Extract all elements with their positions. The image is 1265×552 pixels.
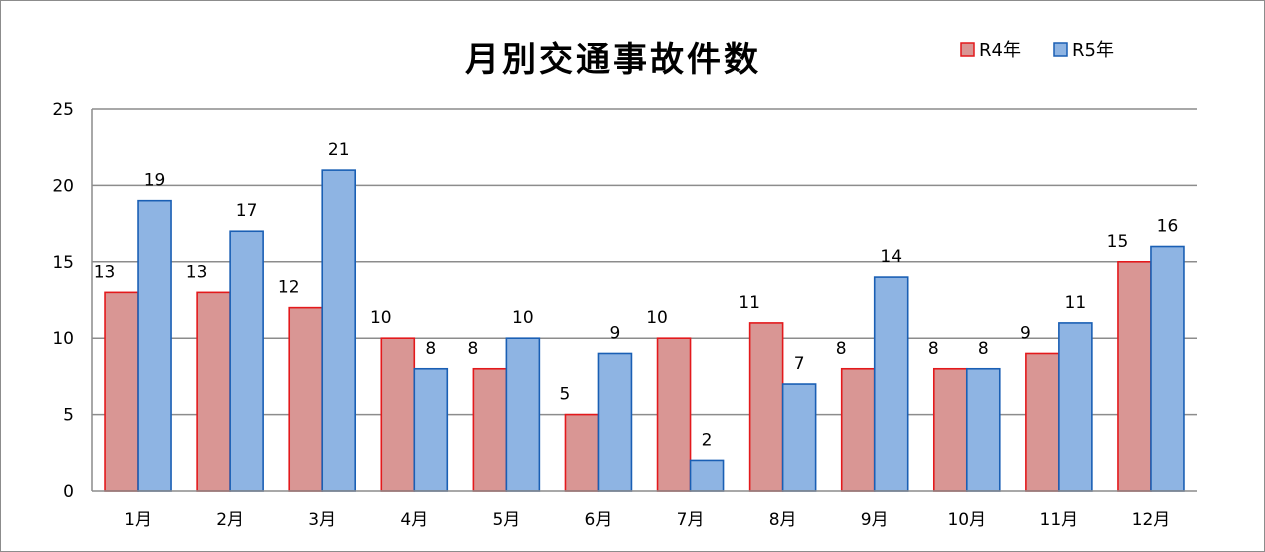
data-label-r5-7: 2 [702,430,713,450]
bar-r5-10 [965,367,1001,492]
bar-r5-8 [781,383,817,492]
bar-r4-3 [288,306,324,492]
bar-r4-9 [840,367,876,492]
data-label-r5-11: 11 [1065,293,1087,313]
data-labels: 13 19 13 17 12 21 10 8 8 10 5 9 10 2 11 7 8 14 8 8 9 11 15 16 [94,140,1179,450]
bar-r4-10 [932,367,968,492]
bar-r4-6 [564,413,600,492]
x-tick-label: 9月 [861,510,889,530]
y-tick-label: 25 [52,100,74,120]
bar-r5-5 [505,337,541,492]
data-label-r4-3: 12 [278,278,300,298]
y-tick-label: 0 [63,482,74,502]
x-tick-label: 7月 [677,510,705,530]
data-label-r4-1: 13 [94,262,116,282]
data-label-r4-7: 10 [646,308,668,328]
bar-r5-3 [321,169,357,492]
y-axis-ticks: 0 5 10 15 20 25 [52,100,74,502]
data-label-r4-9: 8 [836,339,847,359]
data-label-r5-6: 9 [610,323,621,343]
data-label-r4-2: 13 [186,262,208,282]
data-label-r4-11: 9 [1020,323,1031,343]
bar-r5-7 [689,459,725,492]
y-tick-label: 5 [63,406,74,426]
y-tick-label: 10 [52,329,74,349]
bar-r5-4 [413,367,449,492]
x-tick-label: 3月 [308,510,336,530]
bar-r4-12 [1117,260,1152,492]
bars [104,169,1185,492]
data-label-r5-1: 19 [144,171,166,191]
y-tick-label: 15 [52,253,74,273]
data-label-r5-12: 16 [1157,217,1179,237]
x-tick-label: 10月 [947,510,986,530]
bar-r4-11 [1025,352,1060,492]
data-label-r5-9: 14 [880,247,902,267]
x-tick-label: 11月 [1040,510,1079,530]
x-tick-label: 6月 [585,510,613,530]
bar-r4-8 [748,322,784,492]
legend-label-r4: R4年 [979,40,1021,61]
bar-r5-2 [229,230,264,492]
chart-title: 月別交通事故件数 [465,40,761,80]
bar-r5-12 [1150,245,1185,492]
x-tick-label: 5月 [492,510,520,530]
bar-r4-5 [472,367,508,492]
x-axis-ticks: 1月 2月 3月 4月 5月 6月 7月 8月 9月 10月 11月 12月 [124,510,1170,530]
data-label-r4-6: 5 [560,385,571,405]
bar-r4-1 [104,291,139,492]
legend: R4年 R5年 [960,40,1114,61]
data-label-r5-10: 8 [978,339,989,359]
legend-swatch-r5 [1053,42,1068,57]
data-label-r4-4: 10 [370,308,392,328]
bar-r5-9 [873,276,909,492]
bar-r5-1 [137,199,172,492]
data-label-r5-3: 21 [328,140,350,160]
x-tick-label: 12月 [1132,510,1171,530]
axes [91,109,1197,492]
data-label-r4-10: 8 [928,339,939,359]
data-label-r4-12: 15 [1107,232,1129,252]
data-label-r5-4: 8 [425,339,436,359]
y-tick-label: 20 [52,176,74,196]
legend-swatch-r4 [960,42,975,57]
x-tick-label: 1月 [124,510,152,530]
x-tick-label: 2月 [216,510,244,530]
data-label-r5-2: 17 [236,201,258,221]
data-label-r5-5: 10 [512,308,534,328]
bar-r4-7 [656,337,692,492]
bar-r4-4 [380,337,416,492]
x-tick-label: 8月 [769,510,797,530]
gridlines [92,108,1197,416]
legend-label-r5: R5年 [1072,40,1114,61]
data-label-r4-8: 11 [738,293,760,313]
bar-r4-2 [196,291,231,492]
bar-r5-6 [597,352,633,492]
bar-r5-11 [1058,322,1093,492]
data-label-r5-8: 7 [794,354,805,374]
data-label-r4-5: 8 [467,339,478,359]
x-tick-label: 4月 [400,510,428,530]
